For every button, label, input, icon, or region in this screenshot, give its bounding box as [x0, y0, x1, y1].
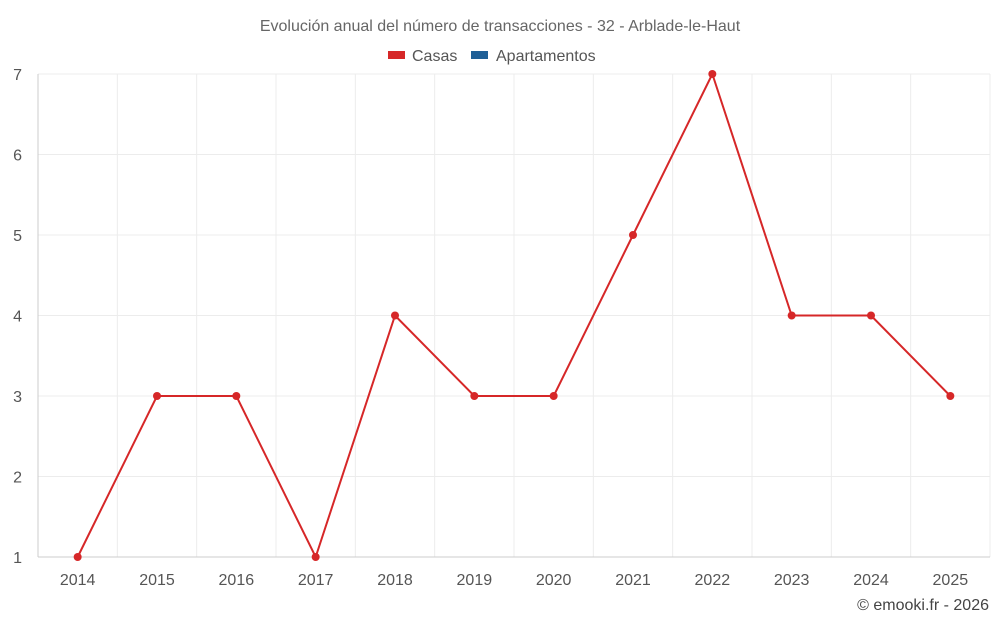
x-tick-label: 2014	[60, 572, 96, 589]
data-point	[867, 311, 875, 320]
data-point	[391, 311, 399, 320]
y-tick-label: 6	[13, 148, 22, 165]
data-point	[549, 392, 558, 400]
data-point	[708, 70, 717, 78]
y-tick-label: 5	[13, 228, 22, 245]
y-tick-label: 3	[13, 389, 22, 406]
data-point	[946, 392, 955, 400]
legend-swatch-casas	[388, 51, 405, 59]
data-point	[232, 392, 241, 400]
x-tick-label: 2021	[615, 572, 651, 589]
y-tick-label: 2	[13, 470, 22, 487]
data-point	[153, 392, 161, 400]
chart-title: Evolución anual del número de transaccio…	[260, 18, 741, 35]
data-point	[629, 231, 637, 239]
x-axis: 2014 2015 2016 2017 2018 2019 2020 2021 2022 2023…	[60, 572, 968, 589]
series-group	[73, 70, 955, 561]
legend: Casas Apartamentos	[388, 48, 596, 65]
x-tick-label: 2025	[933, 572, 969, 589]
y-axis: 1 2 3 4 5 6 7	[13, 67, 22, 567]
data-point	[73, 553, 82, 561]
credit-label: © emooki.fr - 2026	[857, 597, 989, 614]
y-tick-label: 4	[13, 309, 22, 326]
y-tick-label: 7	[13, 67, 22, 84]
legend-label-casas: Casas	[412, 48, 457, 65]
x-tick-label: 2024	[853, 572, 889, 589]
legend-swatch-apartamentos	[471, 51, 488, 59]
y-tick-label: 1	[13, 550, 22, 567]
x-tick-label: 2016	[219, 572, 255, 589]
legend-label-apartamentos: Apartamentos	[496, 48, 596, 65]
data-point	[311, 553, 320, 561]
x-tick-label: 2018	[377, 572, 413, 589]
x-tick-label: 2020	[536, 572, 572, 589]
x-tick-label: 2017	[298, 572, 334, 589]
x-tick-label: 2022	[695, 572, 731, 589]
series-line-casas	[76, 71, 952, 560]
x-tick-label: 2015	[139, 572, 175, 589]
data-point	[470, 392, 479, 400]
x-tick-label: 2019	[457, 572, 493, 589]
data-point	[787, 311, 796, 320]
x-tick-label: 2023	[774, 572, 810, 589]
grid	[37, 73, 991, 558]
